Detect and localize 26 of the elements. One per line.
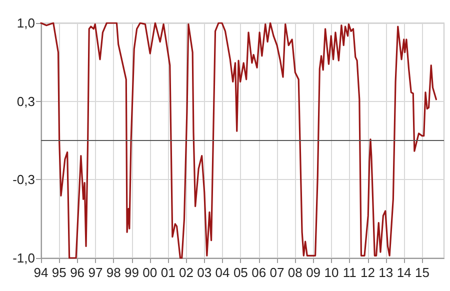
x-tick-label: 96 (70, 265, 85, 280)
x-tick-label: 13 (378, 265, 394, 280)
x-tick-label: 95 (52, 265, 66, 280)
y-tick-label: -0,3 (12, 172, 35, 188)
x-tick-label: 98 (106, 265, 121, 280)
x-tick-label: 08 (288, 265, 302, 280)
x-tick-label: 06 (252, 265, 266, 280)
x-tick-label: 97 (88, 265, 103, 280)
x-tick-label: 94 (34, 265, 48, 280)
y-tick-label: 1,0 (16, 16, 35, 30)
x-tick-label: 05 (233, 265, 248, 280)
x-tick-label: 03 (197, 265, 212, 280)
x-tick-label: 02 (178, 265, 194, 280)
x-tick-label: 12 (360, 265, 375, 280)
x-tick-label: 09 (306, 265, 321, 280)
x-tick-label: 99 (124, 265, 139, 280)
x-tick-label: 14 (396, 265, 412, 280)
x-tick-label: 07 (270, 265, 284, 280)
x-tick-label: 04 (215, 265, 230, 280)
x-tick-label: 11 (342, 265, 356, 280)
x-tick-label: 01 (160, 265, 176, 280)
y-tick-label: 0,3 (16, 94, 35, 109)
x-tick-label: 00 (142, 265, 158, 280)
x-tick-label: 10 (324, 265, 339, 280)
y-tick-label: -1,0 (12, 250, 35, 266)
x-tick-label: 15 (414, 265, 430, 280)
